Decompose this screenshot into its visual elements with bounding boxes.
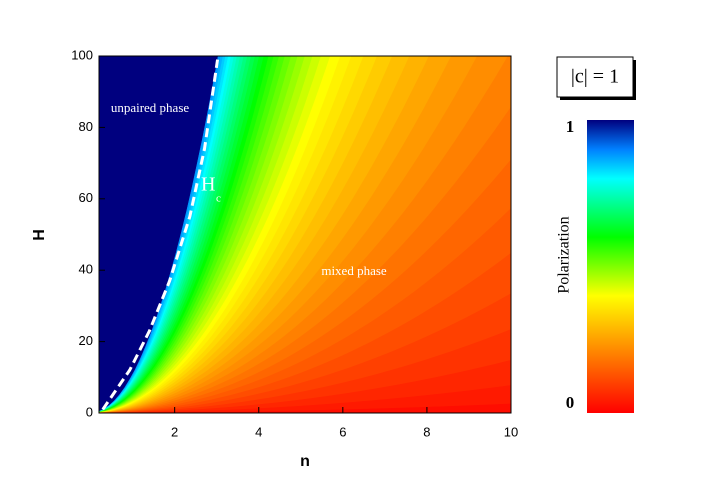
- x-tick-label: 2: [171, 424, 178, 439]
- legend-text: |c| = 1: [571, 66, 619, 88]
- colorbar-title: Polarization: [556, 216, 573, 293]
- x-axis-label: n: [300, 453, 310, 470]
- x-tick-label: 8: [423, 424, 430, 439]
- y-tick-label: 40: [79, 262, 93, 277]
- heatmap-band: [99, 385, 511, 413]
- x-tick-label: 10: [504, 424, 518, 439]
- annotation: unpaired phase: [111, 100, 190, 115]
- colorbar-tick-label: 1: [566, 117, 575, 136]
- heatmap: [99, 56, 511, 413]
- y-tick-label: 0: [86, 404, 93, 419]
- x-tick-label: 4: [255, 424, 262, 439]
- curve-label: H: [201, 174, 215, 196]
- annotation: mixed phase: [321, 263, 387, 278]
- colorbar: [587, 120, 634, 413]
- y-tick-label: 20: [79, 333, 93, 348]
- y-tick-label: 80: [79, 119, 93, 134]
- y-axis-label: H: [31, 229, 48, 241]
- curve-label-sub: c: [216, 193, 221, 205]
- colorbar-tick-label: 0: [566, 393, 575, 412]
- x-tick-label: 6: [339, 424, 346, 439]
- plot-frame: [98, 55, 512, 414]
- y-tick-label: 60: [79, 190, 93, 205]
- legend-box: [556, 56, 634, 98]
- critical-line: [101, 59, 220, 411]
- y-tick-label: 100: [71, 47, 93, 62]
